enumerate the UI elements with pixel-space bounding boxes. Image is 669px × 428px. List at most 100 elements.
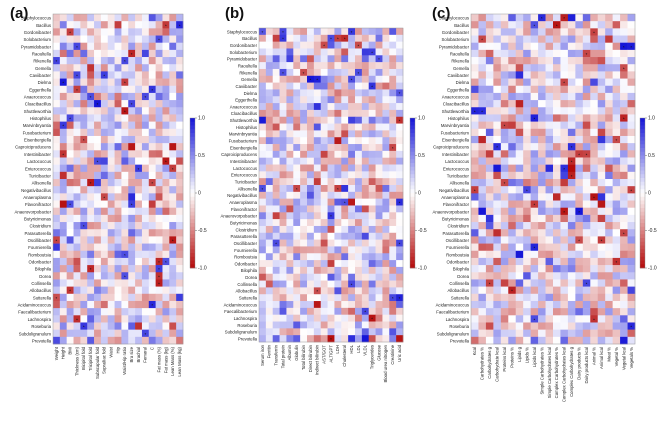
heatmap-cell <box>148 164 156 173</box>
heatmap-cell <box>121 71 129 79</box>
significance-marker: * <box>303 71 305 76</box>
heatmap-cell <box>355 116 363 124</box>
heatmap-cell <box>176 135 184 144</box>
heatmap-cell <box>259 232 267 240</box>
heatmap-cell <box>141 49 150 58</box>
row-label: Clostridium <box>30 224 52 229</box>
heatmap-cell <box>575 222 584 230</box>
heatmap-cell <box>508 35 517 43</box>
heatmap-cell <box>560 64 569 72</box>
heatmap-cell <box>341 294 349 302</box>
heatmap-cell <box>155 114 163 122</box>
heatmap-cell <box>538 64 546 72</box>
heatmap-cell <box>148 85 156 94</box>
heatmap-cell <box>169 14 177 22</box>
heatmap-cell <box>286 294 294 302</box>
heatmap-cell <box>320 116 328 124</box>
heatmap-cell <box>272 171 280 179</box>
heatmap-cell <box>515 315 524 323</box>
heatmap-cell <box>348 273 356 281</box>
heatmap-cell <box>155 135 163 144</box>
heatmap-cell <box>523 150 531 158</box>
heatmap-cell <box>100 92 109 101</box>
heatmap-cell <box>327 164 335 172</box>
row-label: Caviibacter <box>448 73 470 78</box>
heatmap-cell <box>567 85 576 94</box>
row-label: Gordonibacter <box>442 30 470 35</box>
heatmap-cell <box>530 265 539 273</box>
row-label: Raoultella <box>450 51 470 56</box>
heatmap-cell <box>582 214 591 223</box>
heatmap-cell <box>523 193 531 201</box>
heatmap-cell <box>327 144 335 152</box>
heatmap-cell <box>307 137 315 145</box>
heatmap-cell <box>73 308 81 316</box>
row-label: Collinsella <box>449 281 469 286</box>
heatmap-cell <box>375 123 383 131</box>
heatmap-cell <box>141 336 150 345</box>
heatmap-cell <box>605 186 613 194</box>
heatmap-cell <box>348 28 356 36</box>
colorbar-segment <box>190 245 195 250</box>
heatmap-cell <box>73 121 81 130</box>
heatmap-cell <box>560 28 569 36</box>
row-label: Dorea <box>39 274 51 279</box>
heatmap-cell <box>355 150 363 158</box>
heatmap-cell <box>307 68 315 77</box>
heatmap-cell <box>320 185 328 193</box>
heatmap-cell <box>334 294 342 302</box>
heatmap-cell <box>272 225 280 234</box>
heatmap-cell <box>368 198 376 206</box>
heatmap-cell <box>368 89 376 97</box>
heatmap-cell <box>59 322 67 330</box>
heatmap-cell <box>279 301 287 309</box>
heatmap-cell <box>523 250 531 259</box>
significance-marker: * <box>124 274 126 279</box>
heatmap-cell <box>169 171 177 180</box>
heatmap-cell <box>121 64 129 72</box>
heatmap-cell <box>382 41 390 49</box>
heatmap-cell <box>500 286 509 295</box>
heatmap-cell <box>575 143 584 151</box>
heatmap-cell <box>545 114 554 122</box>
heatmap-cell <box>500 293 509 302</box>
heatmap-cell <box>334 41 342 49</box>
heatmap-cell <box>320 294 328 302</box>
heatmap-cell <box>259 273 267 281</box>
heatmap-cell <box>293 253 301 261</box>
heatmap-cell <box>597 135 606 144</box>
heatmap-cell <box>121 229 129 237</box>
heatmap-cell <box>94 85 102 94</box>
heatmap-cell <box>259 185 267 193</box>
heatmap-cell <box>94 21 102 29</box>
colorbar-segment <box>640 121 645 126</box>
heatmap-cell <box>567 293 576 302</box>
heatmap-cell <box>293 116 301 124</box>
heatmap-cell <box>471 150 479 158</box>
heatmap-cell <box>176 265 184 273</box>
heatmap-cell <box>293 232 301 240</box>
heatmap-cell <box>114 186 122 194</box>
heatmap-cell <box>348 68 356 77</box>
row-label: Lachnospira <box>446 317 470 322</box>
heatmap-cell <box>493 85 502 94</box>
heatmap-cell <box>334 198 342 206</box>
heatmap-cell <box>341 239 349 247</box>
heatmap-cell <box>128 265 136 273</box>
heatmap-cell <box>53 257 61 266</box>
heatmap-cell <box>389 55 397 63</box>
heatmap-cell <box>300 75 308 83</box>
heatmap-cell <box>530 229 539 237</box>
heatmap-cell <box>605 128 613 137</box>
heatmap-cell <box>148 286 156 295</box>
heatmap-cell <box>176 150 184 158</box>
heatmap-cell <box>148 157 156 165</box>
heatmap-cell <box>334 34 342 42</box>
heatmap-cell <box>612 315 621 323</box>
heatmap-cell <box>355 109 363 118</box>
heatmap-cell <box>162 92 170 101</box>
heatmap-cell <box>141 143 150 151</box>
heatmap-cell <box>341 287 349 295</box>
heatmap-cell <box>320 103 328 111</box>
heatmap-cell <box>307 164 315 172</box>
